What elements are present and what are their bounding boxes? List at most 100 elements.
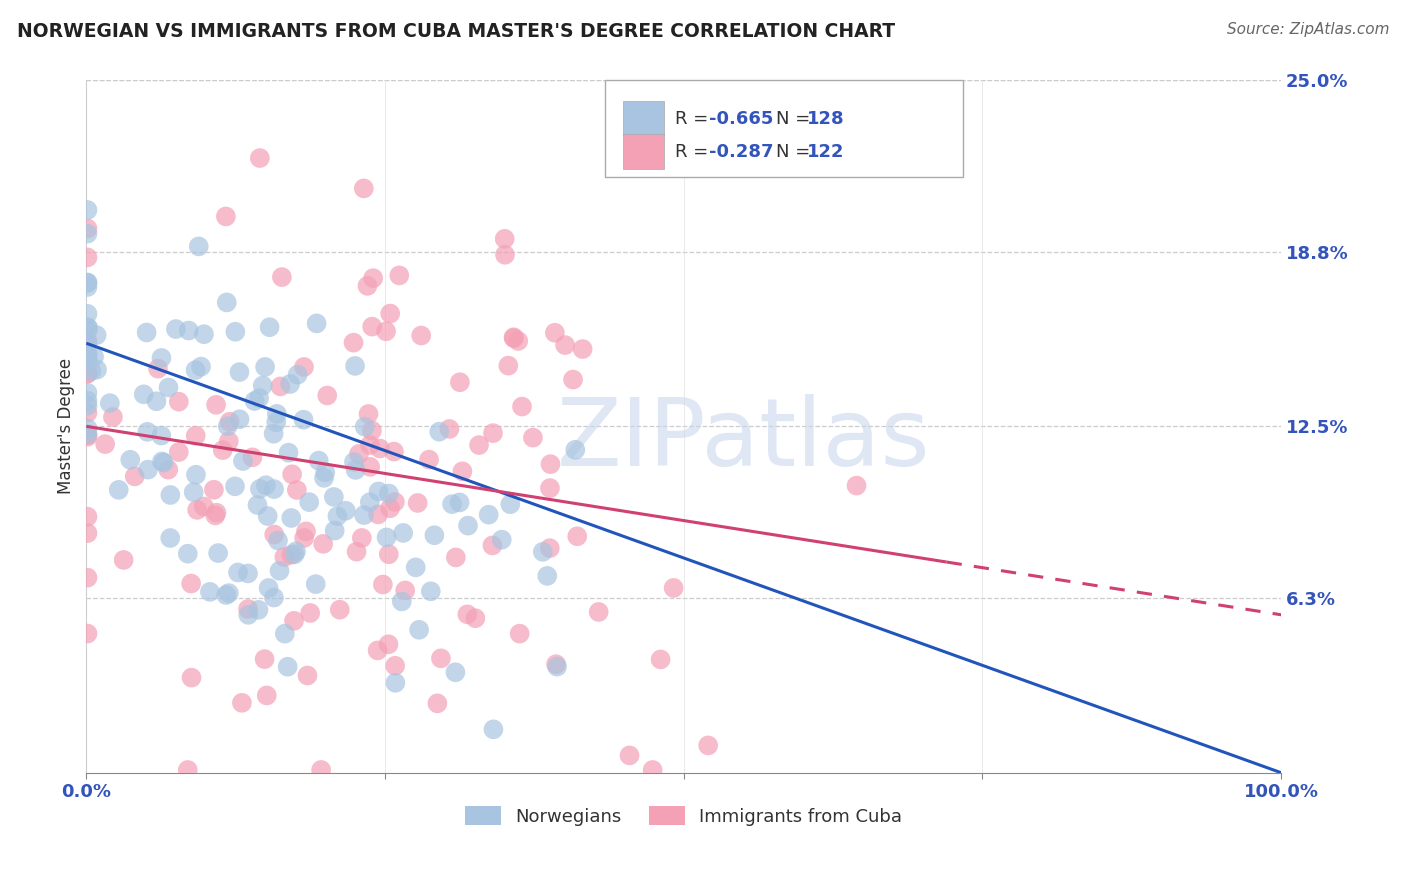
Point [207,546,229,560]
Point [509,626,531,640]
Point [441,497,464,511]
Point [343,455,366,469]
Point [287,368,309,382]
Point [165,322,187,336]
Text: N =: N = [776,110,815,128]
Point [86,328,108,343]
Point [299,606,322,620]
Point [157,380,180,394]
Point [247,391,270,405]
Point [482,426,505,441]
Point [281,467,304,482]
Point [76,421,98,435]
Point [80,364,103,378]
Point [252,378,274,392]
Point [361,319,384,334]
Point [256,689,278,703]
Point [76,427,98,442]
Point [641,763,664,777]
Point [76,346,98,360]
Point [238,607,260,622]
Point [280,548,302,562]
Point [218,586,240,600]
Point [377,637,399,651]
Point [449,376,471,390]
Point [531,545,554,559]
Point [510,400,533,414]
Point [94,437,117,451]
Point [76,509,98,524]
Point [322,490,344,504]
Point [314,465,336,479]
Point [283,614,305,628]
Point [136,463,159,477]
Point [263,426,285,441]
Point [76,324,98,338]
Point [76,526,98,541]
Point [382,444,405,458]
Point [502,330,524,344]
Point [98,396,121,410]
Point [359,459,381,474]
Point [380,307,402,321]
Point [228,365,250,379]
Point [254,478,277,492]
Point [107,483,129,497]
Point [305,317,328,331]
Point [76,202,98,217]
Point [845,478,868,492]
Point [482,723,505,737]
Point [76,393,98,408]
Point [371,577,394,591]
Point [359,495,381,509]
Point [419,584,441,599]
Point [218,415,240,429]
Point [231,696,253,710]
Point [145,394,167,409]
Point [326,509,349,524]
Point [180,671,202,685]
Point [228,412,250,426]
Point [295,524,318,539]
Point [76,352,98,367]
Point [150,454,173,468]
Point [391,594,413,608]
Point [353,181,375,195]
Point [464,611,486,625]
Point [329,603,352,617]
Point [406,496,429,510]
Point [76,276,98,290]
Point [554,338,576,352]
Point [353,419,375,434]
Point [408,623,430,637]
Point [76,428,98,442]
Point [263,591,285,605]
Point [411,328,433,343]
Point [124,469,146,483]
Point [190,359,212,374]
Point [76,353,98,368]
Point [76,334,98,348]
Point [76,366,98,380]
Point [211,443,233,458]
Point [342,335,364,350]
Point [378,486,401,500]
Text: 128: 128 [807,110,845,128]
Point [177,547,200,561]
Point [86,362,108,376]
Point [312,537,335,551]
Point [451,464,474,478]
Text: 122: 122 [807,143,845,161]
Point [269,564,291,578]
Point [344,359,367,373]
Point [259,320,281,334]
Point [242,450,264,465]
Point [136,425,159,439]
Point [152,456,174,470]
Point [256,509,278,524]
Point [357,407,380,421]
Point [76,430,98,444]
Point [456,607,478,622]
Point [368,442,391,456]
Point [478,508,501,522]
